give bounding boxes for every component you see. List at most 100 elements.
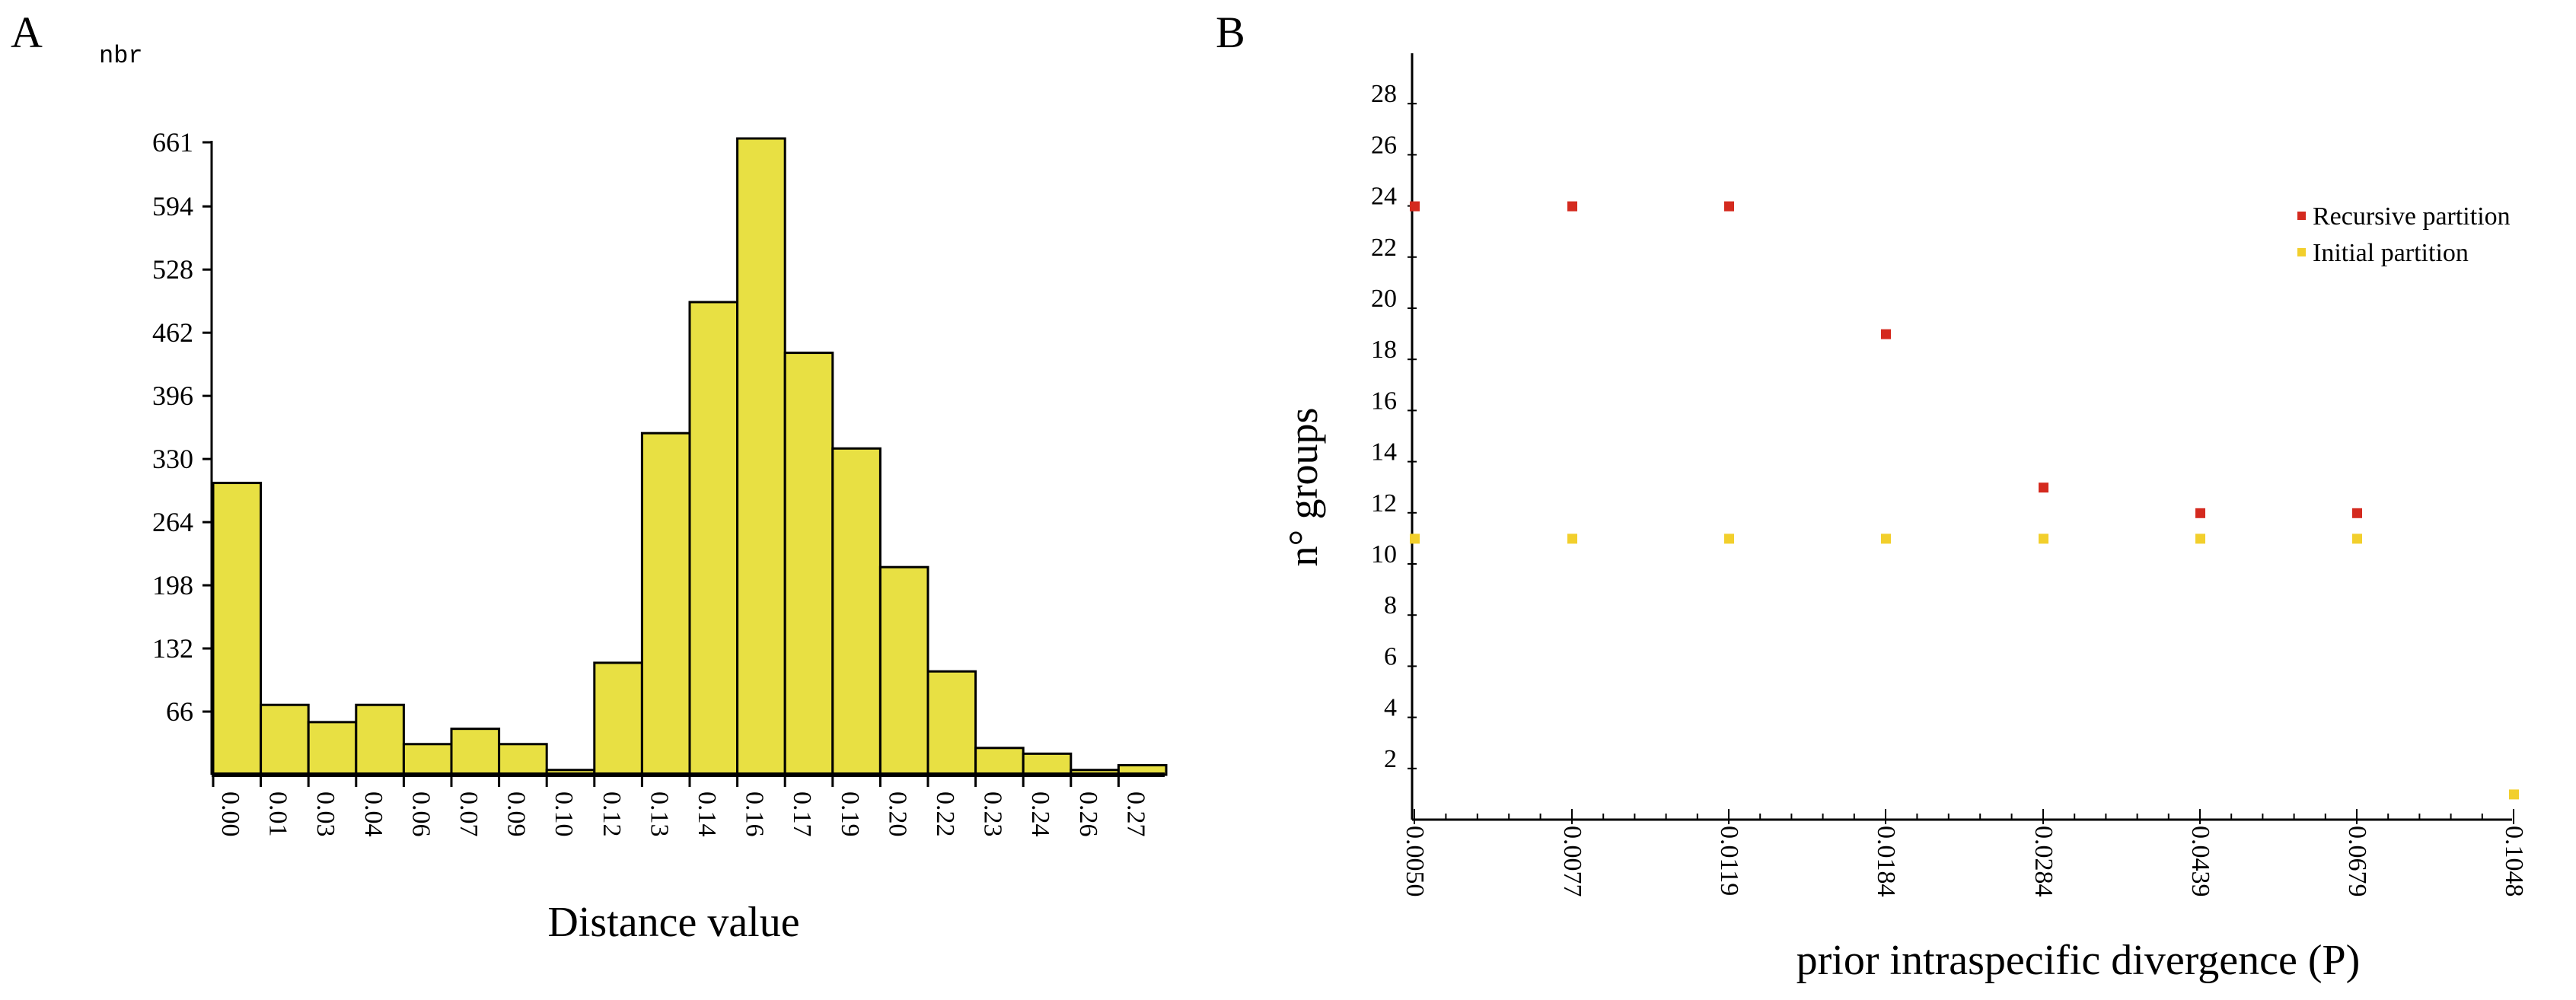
histogram-y-tick-label: 264 — [152, 507, 193, 537]
histogram-bar — [402, 743, 453, 776]
scatter-legend: Recursive partition Initial partition — [2297, 202, 2511, 267]
legend-entry-label: Initial partition — [2313, 239, 2469, 267]
recursive-partition-point — [2039, 482, 2048, 493]
histogram-x-tick-label: 0.07 — [454, 791, 483, 837]
legend-marker — [2297, 248, 2306, 256]
histogram-bar — [260, 703, 310, 776]
histogram-y-tick-label: 396 — [152, 381, 193, 411]
histogram-bar — [783, 352, 834, 776]
histogram-x-tick-label: 0.20 — [883, 791, 911, 837]
histogram-y-tick-label: 330 — [152, 444, 193, 474]
histogram-x-tick-label: 0.22 — [931, 791, 959, 837]
legend-marker — [2297, 212, 2306, 220]
histogram-y-ticks: 66 132 198 264 330 396 462 528 594 661 — [152, 127, 212, 727]
histogram-bar — [355, 703, 405, 776]
scatter-y-tick-label: 28 — [1371, 80, 1397, 108]
histogram-x-tick-label: 0.23 — [979, 791, 1007, 837]
histogram-y-tick-label: 198 — [152, 570, 193, 600]
initial-partition-point — [2509, 789, 2519, 800]
histogram-y-tick-label: 132 — [152, 633, 193, 664]
histogram-x-tick-label: 0.01 — [264, 791, 292, 837]
histogram-x-axis-label: Distance value — [547, 899, 799, 946]
scatter-x-tick-label: 0.0439 — [2186, 826, 2214, 897]
histogram-panel: A nbr 66 132 198 264 330 396 462 528 594 661 0.00… — [11, 8, 1168, 946]
histogram-x-tick-label: 0.03 — [311, 791, 340, 837]
recursive-partition-point — [2352, 508, 2362, 518]
scatter-x-tick-label: 0.0679 — [2343, 826, 2371, 897]
panel-b-label: B — [1216, 8, 1245, 57]
histogram-y-axis-label: nbr — [99, 42, 143, 70]
histogram-x-tick-label: 0.00 — [216, 791, 244, 837]
scatter-y-tick-label: 16 — [1371, 387, 1397, 415]
histogram-x-tick-label: 0.26 — [1074, 791, 1102, 837]
histogram-bar — [878, 565, 929, 776]
scatter-y-tick-label: 4 — [1384, 694, 1397, 722]
histogram-x-ticks: 0.00 0.01 0.03 0.04 0.06 0.07 0.09 0.10 0.12 0.13… — [212, 775, 1149, 837]
scatter-x-tick-label: 0.1048 — [2500, 826, 2528, 897]
scatter-y-tick-label: 14 — [1371, 438, 1397, 467]
histogram-bar — [1022, 752, 1073, 776]
histogram-bar — [498, 743, 548, 776]
scatter-x-tick-label: 0.0184 — [1872, 826, 1900, 897]
initial-partition-point — [1410, 533, 1420, 544]
histogram-x-tick-label: 0.12 — [598, 791, 626, 837]
histogram-x-tick-label: 0.24 — [1026, 791, 1054, 837]
histogram-x-tick-label: 0.14 — [693, 791, 721, 837]
initial-partition-point — [1724, 533, 1734, 544]
scatter-y-tick-label: 26 — [1371, 131, 1397, 159]
histogram-x-tick-label: 0.06 — [406, 791, 435, 837]
histogram-x-tick-label: 0.13 — [645, 791, 673, 837]
scatter-y-tick-label: 24 — [1371, 183, 1397, 211]
histogram-y-tick-label: 528 — [152, 254, 193, 285]
histogram-y-tick-label: 66 — [166, 696, 193, 727]
histogram-y-tick-label: 462 — [152, 317, 193, 348]
histogram-bar — [307, 721, 358, 776]
histogram-bar — [640, 432, 691, 776]
initial-partition-point — [2039, 533, 2048, 544]
initial-partition-point — [2352, 533, 2362, 544]
scatter-y-tick-label: 18 — [1371, 336, 1397, 364]
histogram-bar — [212, 482, 263, 776]
legend-entry-label: Recursive partition — [2313, 202, 2511, 231]
scatter-x-tick-label: 0.0284 — [2029, 826, 2058, 897]
scatter-x-tick-label: 0.0050 — [1401, 826, 1429, 897]
histogram-bar — [974, 747, 1025, 776]
histogram-y-tick-label: 661 — [152, 127, 193, 158]
recursive-partition-point — [1567, 201, 1577, 212]
scatter-y-tick-label: 20 — [1371, 285, 1397, 313]
recursive-partition-point — [2195, 508, 2205, 518]
scatter-x-tick-label: 0.0077 — [1558, 826, 1586, 897]
scatter-x-ticks: 0.0050 0.0077 0.0119 0.0184 0.0284 0.0439 0.06… — [1401, 809, 2528, 897]
initial-partition-point — [2195, 533, 2205, 544]
scatter-y-tick-label: 22 — [1371, 234, 1397, 262]
scatter-points — [1410, 201, 2519, 800]
histogram-x-tick-label: 0.27 — [1121, 791, 1149, 837]
histogram-bar — [593, 661, 643, 776]
initial-partition-point — [1881, 533, 1891, 544]
scatter-y-axis-label: n° groups — [1280, 407, 1326, 566]
histogram-x-tick-label: 0.04 — [359, 791, 387, 837]
histogram-bar — [831, 447, 882, 776]
histogram-x-tick-label: 0.09 — [502, 791, 531, 837]
recursive-partition-point — [1410, 201, 1420, 212]
scatter-x-tick-label: 0.0119 — [1715, 826, 1743, 896]
histogram-x-tick-label: 0.17 — [788, 791, 816, 837]
scatter-y-tick-label: 12 — [1371, 489, 1397, 518]
histogram-x-tick-label: 0.19 — [836, 791, 864, 837]
histogram-y-tick-label: 594 — [152, 191, 193, 221]
recursive-partition-point — [1724, 201, 1734, 212]
panel-a-label: A — [11, 8, 43, 57]
scatter-y-tick-label: 10 — [1371, 540, 1397, 568]
scatter-y-tick-label: 2 — [1384, 745, 1397, 773]
histogram-x-tick-label: 0.10 — [550, 791, 578, 837]
histogram-bar — [736, 137, 786, 776]
histogram-bar — [450, 728, 501, 776]
histogram-bars — [212, 137, 1168, 776]
histogram-x-tick-label: 0.16 — [741, 791, 769, 837]
initial-partition-point — [1567, 533, 1577, 544]
recursive-partition-point — [1881, 329, 1891, 339]
histogram-bar — [926, 670, 977, 776]
